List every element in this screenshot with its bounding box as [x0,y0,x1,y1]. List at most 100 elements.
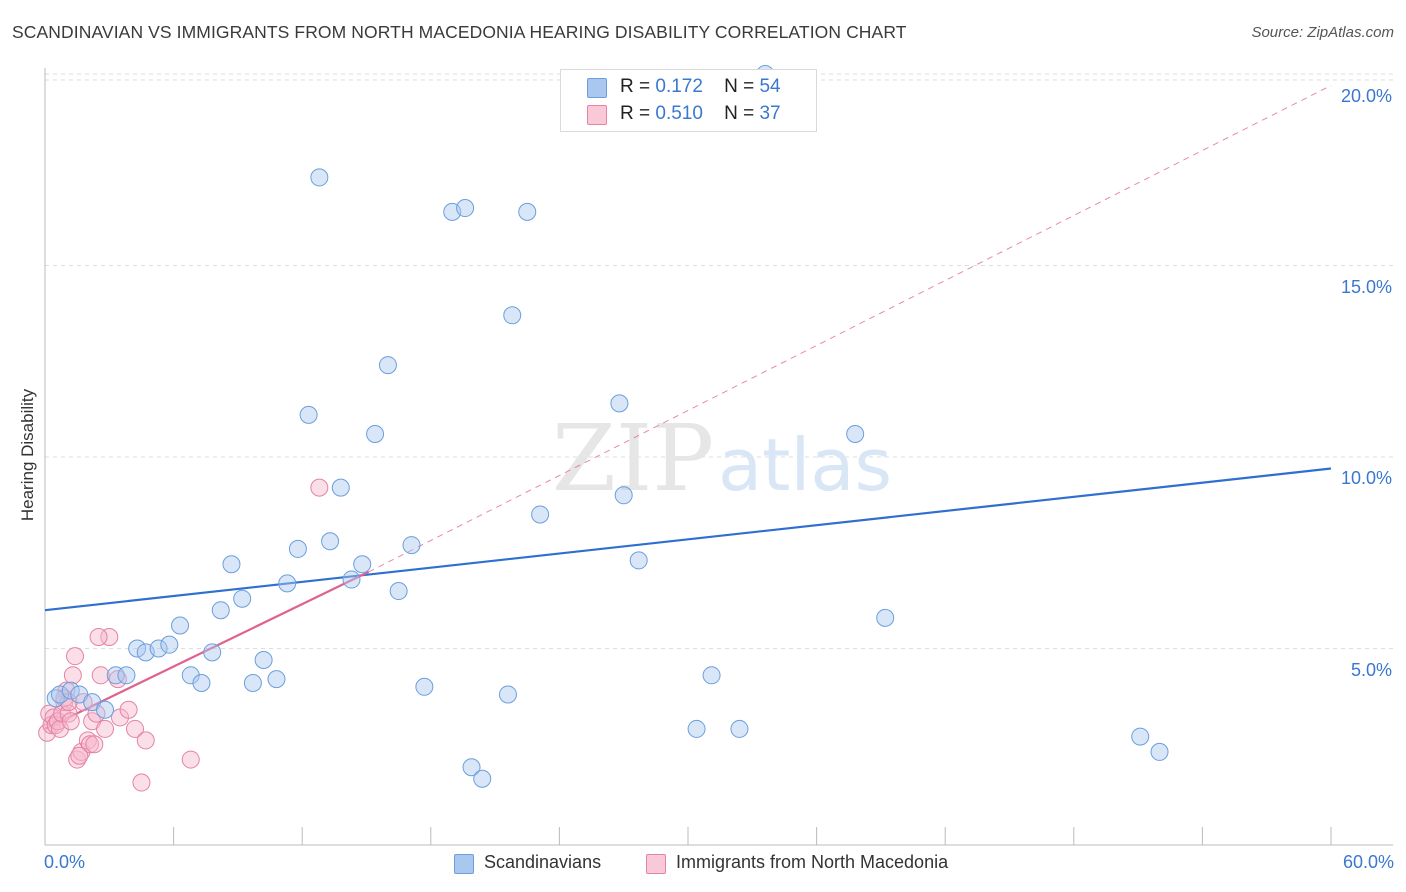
gridlines [45,73,1393,649]
point-scandinavians [171,616,190,635]
point-scandinavians [106,666,125,685]
point-scandinavians [730,719,749,738]
point-north-macedonia [181,750,200,769]
point-scandinavians [288,539,307,558]
x-tick-label-min: 0.0% [44,852,86,872]
point-scandinavians [267,670,286,689]
point-scandinavians [518,202,537,221]
point-scandinavians [321,532,340,551]
legend-r-label: R = [620,76,651,97]
y-tick-label-15: 15.0% [1340,277,1392,297]
x-tick-label-max: 60.0% [1342,852,1394,872]
point-scandinavians [331,478,350,497]
point-scandinavians [846,425,865,444]
legend-r-label: R = [620,103,651,124]
point-scandinavians [531,505,550,524]
point-scandinavians [614,486,633,505]
point-scandinavians [366,425,385,444]
point-north-macedonia [66,647,85,666]
point-north-macedonia [85,735,104,754]
point-north-macedonia [89,628,108,647]
point-scandinavians [149,639,168,658]
watermark: ZIP atlas [552,405,892,512]
legend-swatch-pink [587,105,607,125]
point-scandinavians [222,555,241,574]
point-scandinavians [96,700,115,719]
point-scandinavians [503,306,522,325]
point-scandinavians [233,589,252,608]
point-scandinavians [462,758,481,777]
point-scandinavians [254,650,273,669]
point-scandinavians [128,639,147,658]
bottom-legend-swatch-blue [454,854,474,874]
trendline-scandinavians [44,467,1332,612]
point-scandinavians [610,394,629,413]
point-scandinavians [1131,727,1150,746]
point-north-macedonia [91,666,110,685]
point-north-macedonia [63,666,82,685]
point-scandinavians [342,570,361,589]
point-scandinavians [473,769,492,788]
point-north-macedonia [310,478,329,497]
legend-n-value: 54 [759,76,781,97]
legend-swatch-blue [587,78,607,98]
bottom-legend-label: Scandinavians [484,852,602,872]
bottom-legend-label: Immigrants from North Macedonia [676,852,949,872]
y-tick-label-5: 5.0% [1350,660,1392,680]
point-scandinavians [498,685,517,704]
point-scandinavians [629,551,648,570]
point-north-macedonia [126,719,145,738]
point-scandinavians [456,199,475,218]
watermark-zip: ZIP [552,405,714,512]
y-tick-label-20: 20.0% [1340,86,1392,106]
chart-title: SCANDINAVIAN VS IMMIGRANTS FROM NORTH MA… [12,22,907,42]
point-north-macedonia [119,700,138,719]
legend-r-value: 0.172 [655,76,703,97]
point-scandinavians [876,608,895,627]
point-scandinavians [243,673,262,692]
source-credit: Source: ZipAtlas.com [1251,24,1394,41]
point-scandinavians [117,666,136,685]
point-north-macedonia [136,731,155,750]
point-north-macedonia [81,735,100,754]
legend-r-value: 0.510 [655,103,703,124]
point-scandinavians [299,405,318,424]
legend-n-label: N = [724,76,755,97]
point-scandinavians [278,574,297,593]
point-north-macedonia [132,773,151,792]
point-scandinavians [402,536,421,555]
point-north-macedonia [87,704,106,723]
point-scandinavians [702,666,721,685]
point-north-macedonia [51,719,70,738]
point-scandinavians [687,719,706,738]
legend-n-value: 37 [759,103,781,124]
point-north-macedonia [61,712,80,731]
watermark-atlas: atlas [718,423,892,507]
point-scandinavians [51,685,70,704]
y-tick-label-10: 10.0% [1340,468,1392,488]
legend-n-label: N = [724,103,755,124]
point-scandinavians [378,356,397,375]
trendlines [44,85,1332,730]
point-scandinavians [181,666,200,685]
point-north-macedonia [100,628,119,647]
point-scandinavians [160,635,179,654]
point-scandinavians [415,677,434,696]
correlation-legend: R = 0.172 N = 54 R = 0.510 N = 37 [560,69,817,132]
point-scandinavians [61,681,80,700]
series-scandinavians [46,65,1169,788]
point-scandinavians [1150,742,1169,761]
point-scandinavians [389,582,408,601]
point-scandinavians [310,168,329,187]
point-north-macedonia [70,746,89,765]
point-scandinavians [353,555,372,574]
point-scandinavians [203,643,222,662]
trendline-north-macedonia-extrapolated [368,85,1332,573]
trendline-north-macedonia [44,570,370,730]
series-north-macedonia [38,478,329,792]
point-north-macedonia [96,719,115,738]
bottom-legend-swatch-pink [646,854,666,874]
point-scandinavians [192,673,211,692]
point-scandinavians [211,601,230,620]
